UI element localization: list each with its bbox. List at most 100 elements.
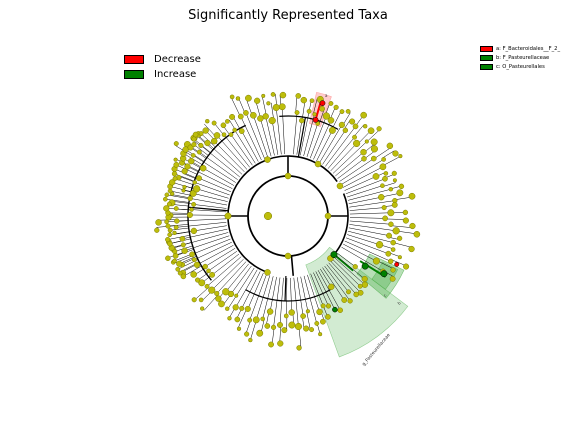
taxon-node <box>352 134 357 140</box>
taxon-leaf <box>256 329 264 337</box>
highlight-c <box>356 253 405 299</box>
edge-inner <box>349 220 391 225</box>
taxon-g-region <box>361 275 368 283</box>
node-c6 <box>264 156 271 163</box>
taxon-left-leaf <box>166 201 172 207</box>
taxon-leaf <box>211 120 217 126</box>
taxon-node <box>228 132 234 137</box>
taxon-node <box>294 110 300 116</box>
taxon-node <box>378 193 385 201</box>
taxon-node <box>328 126 336 134</box>
edge-inner <box>200 145 240 178</box>
edge-outer <box>385 218 406 220</box>
taxon-node <box>342 127 349 134</box>
taxon-node <box>189 251 195 258</box>
taxa-legend: a: F_Bacteroidales__F_2_ b: F_Pasteurell… <box>480 44 560 71</box>
taxon-leaf <box>173 206 179 211</box>
edge-outer <box>227 295 237 310</box>
taxon-node <box>388 186 394 192</box>
edge-inner <box>265 116 275 156</box>
edge-inner <box>343 243 377 262</box>
edge-inner <box>306 123 318 158</box>
edge-outer <box>174 230 194 235</box>
edge-outer <box>366 129 380 142</box>
spoke-6 <box>284 275 287 301</box>
taxon-left-leaf <box>191 141 197 148</box>
taxon-node <box>202 263 208 270</box>
edge-inner <box>223 134 250 168</box>
taxon-node <box>189 207 194 212</box>
taxon-leaf <box>205 118 210 124</box>
taxon-g-region <box>353 291 359 298</box>
taxon-node <box>260 316 265 322</box>
edge-g-region <box>320 268 332 287</box>
edge-outer <box>171 194 191 199</box>
taxon-left-leaf <box>180 273 187 280</box>
taxon-node <box>306 108 312 114</box>
edge-inner <box>176 222 227 228</box>
taxon-node <box>239 305 245 311</box>
taxon-node <box>190 153 196 158</box>
taxon-leaf <box>198 297 204 303</box>
edge-inner <box>279 277 284 325</box>
taxon-leaf <box>229 94 235 100</box>
edge-left <box>166 194 190 200</box>
ring-phylum <box>247 175 329 257</box>
taxon-node <box>381 205 387 211</box>
taxon-node <box>213 132 221 139</box>
taxon-node <box>278 103 286 111</box>
taxon-node <box>387 209 395 217</box>
taxon-leaf <box>281 327 288 334</box>
taxon-node <box>375 241 384 249</box>
taxon-node <box>196 149 202 155</box>
edge-inner <box>194 241 232 260</box>
edge-g-region <box>335 255 365 280</box>
taxon-node <box>199 164 207 172</box>
taxon-leaf <box>409 222 416 230</box>
taxon-leaf <box>248 337 253 343</box>
taxon-leaf <box>362 123 368 129</box>
taxon-node <box>232 127 238 133</box>
node-bacteroidales-f2-leaf <box>319 100 326 107</box>
taxon-leaf <box>370 138 378 146</box>
edge-inner <box>198 177 232 193</box>
taxon-leaf <box>391 201 398 208</box>
edge-inner <box>309 115 327 159</box>
edge-inner <box>327 137 355 169</box>
node-p2 <box>284 172 292 180</box>
taxon-node <box>250 112 257 119</box>
edge-inner <box>245 112 265 159</box>
taxon-node <box>210 137 218 145</box>
edge-inner <box>269 276 277 312</box>
edge-outer <box>298 326 302 348</box>
taxon-g-region <box>337 307 343 313</box>
edge-inner <box>230 134 253 166</box>
edge-inner <box>208 251 238 272</box>
taxon-leaf <box>408 245 415 253</box>
taxon-node <box>283 313 289 319</box>
edge-outer <box>183 173 199 180</box>
taxon-node <box>299 117 305 124</box>
taxon-g-region <box>352 264 358 270</box>
taxon-leaf <box>182 184 187 190</box>
spoke-1 <box>290 255 295 276</box>
taxon-node <box>392 227 400 235</box>
edge-left <box>183 265 202 277</box>
taxon-node <box>388 221 394 227</box>
taxon-left-leaf <box>164 219 169 224</box>
edge-inner <box>249 274 267 321</box>
edge-inner <box>337 158 365 179</box>
edge-outer <box>382 150 395 159</box>
edge-g-region <box>337 253 356 267</box>
spoke-5 <box>188 206 229 212</box>
taxon-leaf <box>398 153 403 159</box>
taxon-leaf <box>173 157 178 162</box>
taxon-g-region <box>361 281 369 288</box>
taxon-leaf <box>370 145 378 153</box>
edge-inner <box>211 253 240 276</box>
taxon-leaf <box>396 189 404 197</box>
edge-inner <box>293 112 298 155</box>
edge-inner <box>225 263 249 292</box>
edge-outer <box>213 122 224 136</box>
